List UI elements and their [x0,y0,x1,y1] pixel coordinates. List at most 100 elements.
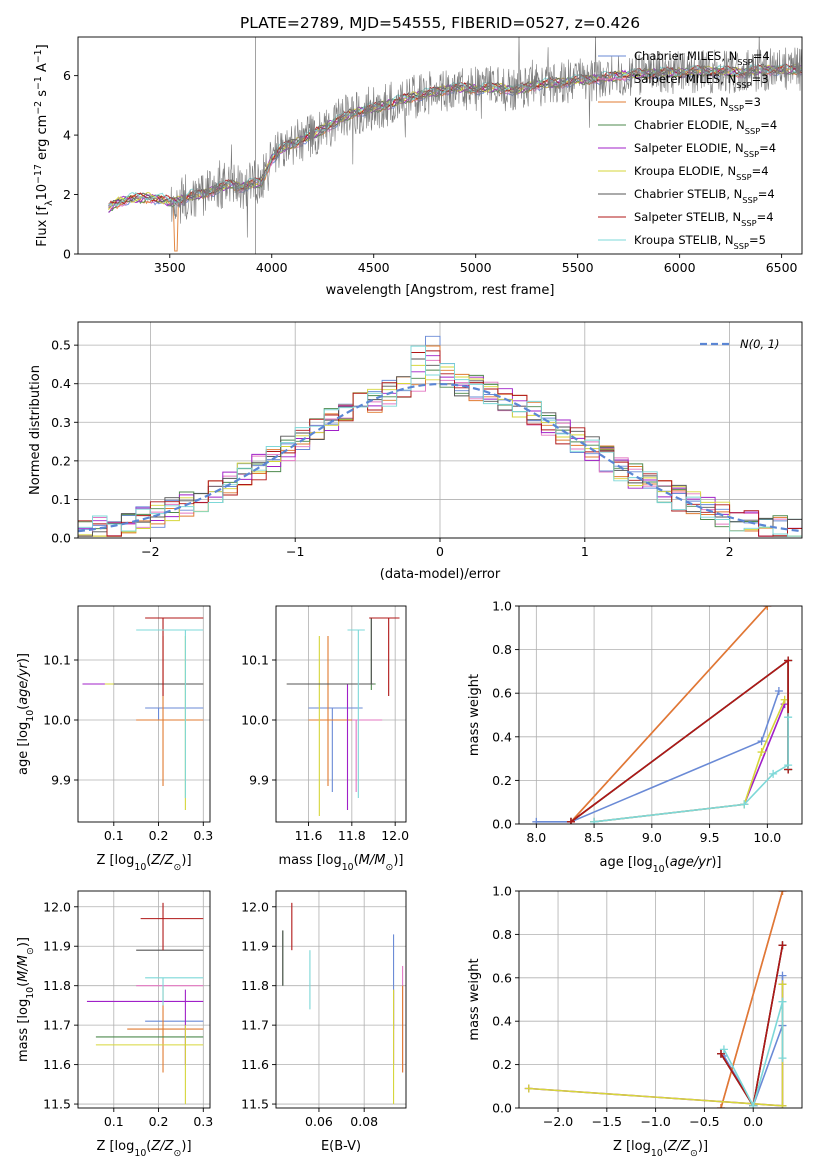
y-tick-label: 0.8 [492,642,512,657]
x-tick-label: −1.5 [592,1114,622,1129]
weight_vs_Z-plot-area [524,891,787,1108]
weight-marker [740,800,749,809]
y-tick-label: 11.6 [241,1057,269,1072]
histogram-step [78,358,802,537]
x-axis-label: Z [log10(Z/Z⊙)] [613,1139,708,1159]
weight-marker [778,971,787,980]
legend-entry: Salpeter MILES, NSSP=3 [634,72,769,90]
legend-entry: Salpeter ELODIE, NSSP=4 [634,141,776,159]
x-axis-label: wavelength [Angstrom, rest frame] [326,283,555,298]
y-tick-label: 0.1 [51,492,71,507]
y-tick-label: 0.4 [492,729,512,744]
weight-marker [757,748,766,757]
legend-entry: Kroupa ELODIE, NSSP=4 [634,164,769,182]
axes-frame [518,890,803,1109]
mass_vs_Z-panel: 0.1 0.2 0.3 11.5 11.6 11.7 11.8 11.9 12.0 Z [log1… [16,890,213,1159]
y-tick-label: 9.9 [249,773,269,788]
y-tick-label: 4 [63,128,71,143]
x-tick-label: −2.0 [543,1114,573,1129]
axes-frame [275,605,407,823]
y-tick-label: 12.0 [241,899,269,914]
x-tick-label: 5500 [562,260,594,275]
weight-marker [566,817,575,824]
y-tick-label: 11.7 [43,1018,71,1033]
x-tick-label: 0 [436,544,444,559]
weight_vs_Z-panel: −2.0 −1.5 −1.0 −0.5 0.0 0.0 0.2 0.4 0.6 0.8 1.0 Z [… [467,884,803,1159]
weight-marker [778,997,787,1006]
x-tick-label: 0.1 [104,828,124,843]
weight-marker [524,1084,533,1093]
x-tick-label: 0.0 [743,1114,763,1129]
y-tick-label: 0.4 [492,1014,512,1029]
y-axis-label: mass [log10(M/M⊙)] [16,937,36,1062]
y-tick-label: 0.6 [492,970,512,985]
y-tick-label: 6 [63,68,71,83]
y-tick-label: 11.7 [241,1018,269,1033]
weight-marker [757,737,766,746]
y-tick-label: 0.3 [51,415,71,430]
age_vs_mass-panel: 11.6 11.8 12.0 9.9 10.0 10.1 mass [log10(M/M⊙)… [241,605,409,873]
weight-line [594,699,786,823]
y-axis-label: age [log10(age/yr)] [16,653,36,775]
y-tick-label: 0.2 [492,773,512,788]
y-tick-label: 1.0 [492,599,512,614]
x-axis-label: age [log10(age/yr)] [599,855,721,875]
weight-marker [778,891,787,895]
weight-marker [778,941,787,950]
legend-entry: Salpeter STELIB, NSSP=4 [634,210,774,228]
x-axis-label: (data-model)/error [380,567,501,582]
x-tick-label: 1 [581,544,589,559]
x-tick-label: 6000 [664,260,696,275]
histogram-step [78,345,802,537]
weight-line [594,703,786,823]
weight-marker [784,656,793,665]
weight-marker [590,817,599,824]
y-tick-label: 12.0 [43,899,71,914]
y-tick-label: 11.5 [43,1097,71,1112]
y-axis-label: mass weight [467,674,482,756]
y-tick-label: 11.8 [241,978,269,993]
x-tick-label: 0.06 [305,1114,333,1129]
x-tick-label: 2 [726,544,734,559]
axes-frame [77,605,211,823]
y-tick-label: 11.9 [241,939,269,954]
y-tick-label: 10.0 [241,713,269,728]
x-axis-label: E(B-V) [321,1139,361,1154]
legend-entry: N(0, 1) [740,337,780,351]
spectrum-legend: Chabrier MILES, NSSP=4 Salpeter MILES, NS… [598,49,777,251]
y-axis-label: Normed distribution [28,365,43,495]
weight-line [570,658,789,823]
weight-marker [774,687,783,696]
weight-marker [763,606,772,610]
axes-frame [518,605,803,825]
age_vs_mass-plot-area [286,617,400,816]
y-tick-label: 10.1 [241,653,269,668]
x-tick-label: 0.08 [350,1114,378,1129]
axes-frame [275,890,407,1109]
y-tick-label: 10.0 [43,713,71,728]
weight-marker [769,769,778,778]
residuals-plot-area [78,335,802,537]
legend-entry: Chabrier ELODIE, NSSP=4 [634,118,777,136]
weight-marker [719,1045,728,1054]
plot-layer: 3500 4000 4500 5000 5500 6000 6500 0 2 4 6 waveleng… [16,36,803,1159]
x-tick-label: −1.0 [640,1114,670,1129]
axes-frame [77,36,803,255]
residuals-legend: N(0, 1) [700,337,780,351]
weight-marker [532,817,541,824]
y-tick-label: 0 [63,247,71,262]
weight-marker [717,1049,726,1058]
x-tick-label: −0.5 [689,1114,719,1129]
x-tick-label: 11.6 [295,828,323,843]
x-tick-label: 8.0 [526,830,546,845]
weight-line [720,945,784,1108]
spectrum-plot-area [108,37,802,254]
legend-entry: Kroupa MILES, NSSP=3 [634,95,761,113]
legend-entry: Chabrier STELIB, NSSP=4 [634,187,775,205]
y-axis-label: mass weight [467,958,482,1040]
weight-line [536,690,780,823]
x-axis-label: mass [log10(M/M⊙)] [279,853,404,873]
age_vs_Z-panel: 0.1 0.2 0.3 9.9 10.0 10.1 Z [log10(Z/Z⊙)] age [… [16,605,213,873]
legend-entry: Kroupa STELIB, NSSP=5 [634,233,766,251]
x-tick-label: 0.1 [104,1114,124,1129]
